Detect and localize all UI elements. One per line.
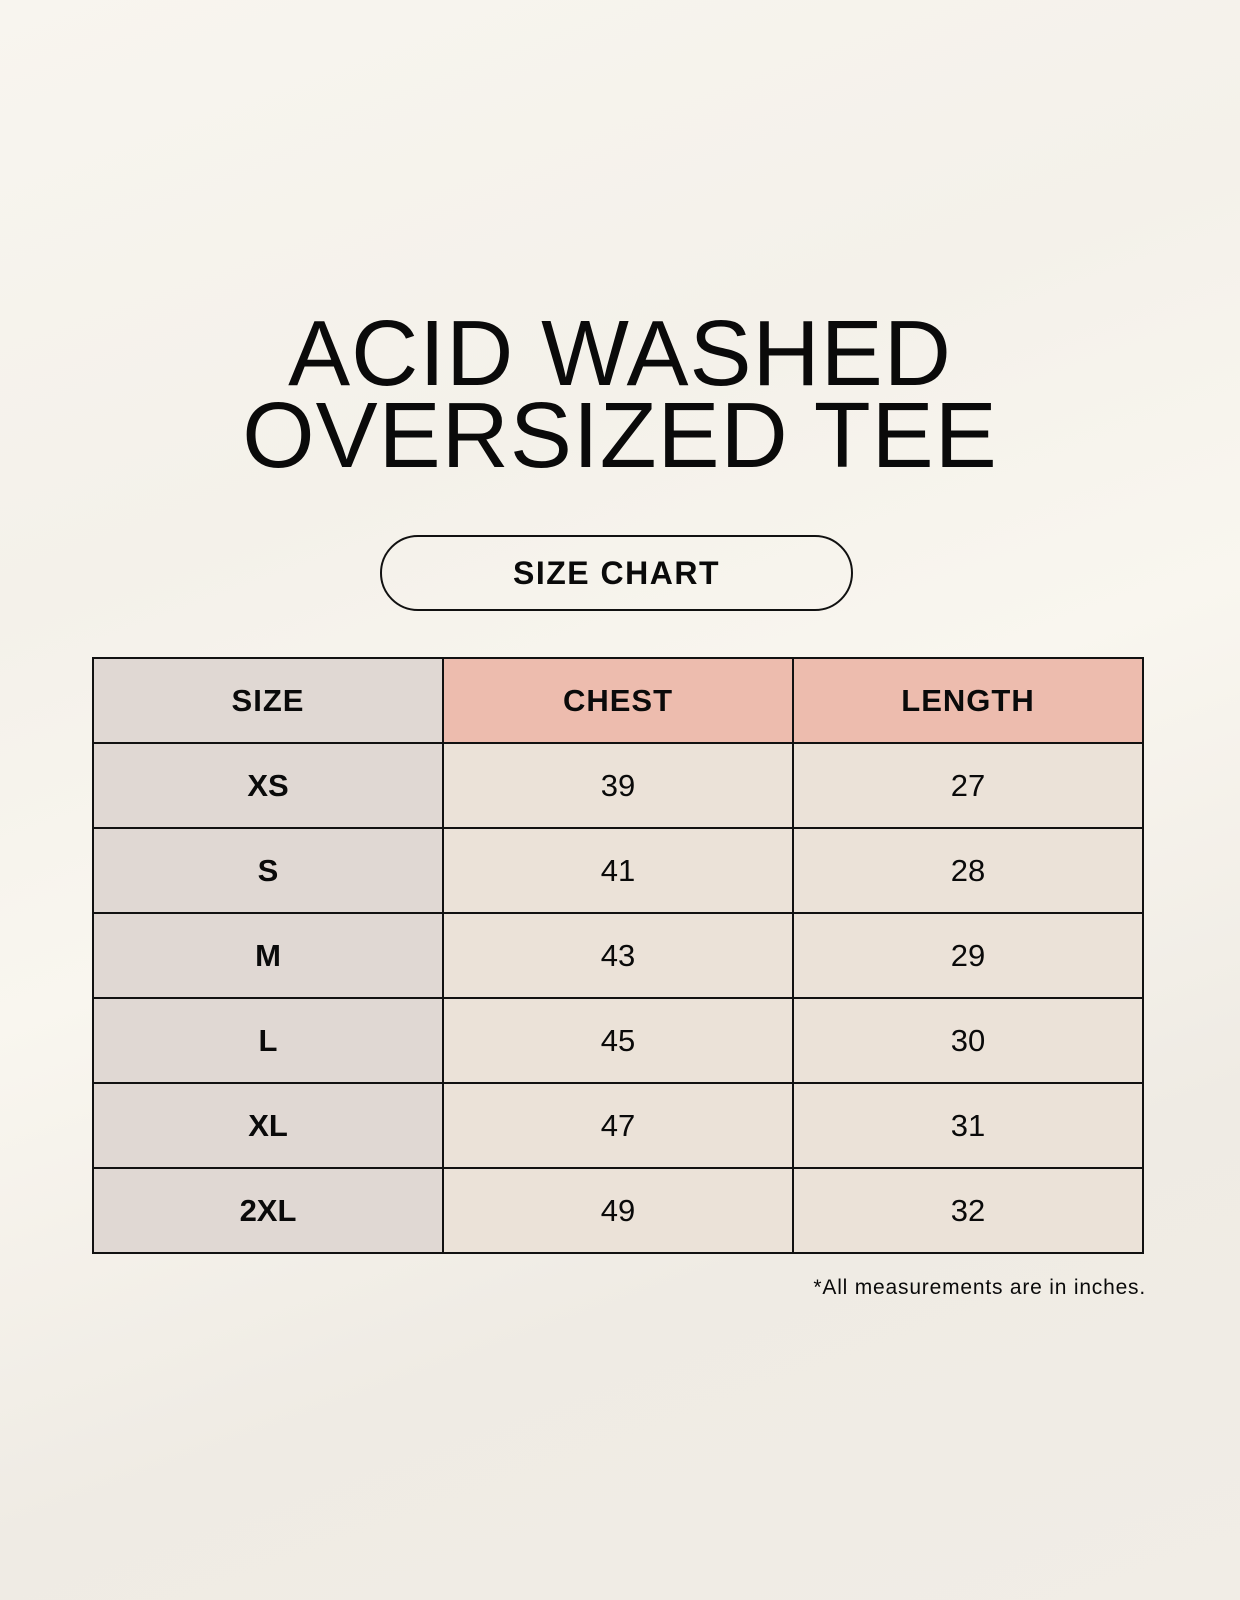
table-row: S 41 28 xyxy=(92,827,1144,914)
cell-chest: 43 xyxy=(442,912,794,999)
cell-size: XL xyxy=(92,1082,444,1169)
table-row: L 45 30 xyxy=(92,997,1144,1084)
title-line-2: OVERSIZED TEE xyxy=(242,383,998,487)
size-chart-label: SIZE CHART xyxy=(380,535,853,611)
cell-chest: 47 xyxy=(442,1082,794,1169)
table-row: M 43 29 xyxy=(92,912,1144,999)
header-chest: CHEST xyxy=(442,657,794,744)
size-table: SIZE CHEST LENGTH XS 39 27 S 41 28 M 43 29 L 45 30 X… xyxy=(92,657,1144,1254)
table-header-row: SIZE CHEST LENGTH xyxy=(92,657,1144,744)
cell-size: XS xyxy=(92,742,444,829)
table-row: XS 39 27 xyxy=(92,742,1144,829)
footnote: *All measurements are in inches. xyxy=(813,1276,1146,1299)
cell-chest: 45 xyxy=(442,997,794,1084)
cell-length: 28 xyxy=(792,827,1144,914)
table-row: XL 47 31 xyxy=(92,1082,1144,1169)
cell-length: 29 xyxy=(792,912,1144,999)
title-line-1: ACID WASHED xyxy=(288,301,952,405)
cell-size: 2XL xyxy=(92,1167,444,1254)
cell-size: M xyxy=(92,912,444,999)
table-row: 2XL 49 32 xyxy=(92,1167,1144,1254)
header-size: SIZE xyxy=(92,657,444,744)
cell-size: L xyxy=(92,997,444,1084)
header-length: LENGTH xyxy=(792,657,1144,744)
cell-chest: 39 xyxy=(442,742,794,829)
cell-length: 27 xyxy=(792,742,1144,829)
cell-length: 30 xyxy=(792,997,1144,1084)
cell-length: 32 xyxy=(792,1167,1144,1254)
cell-size: S xyxy=(92,827,444,914)
cell-length: 31 xyxy=(792,1082,1144,1169)
page-title: ACID WASHED OVERSIZED TEE xyxy=(0,307,1240,482)
cell-chest: 41 xyxy=(442,827,794,914)
cell-chest: 49 xyxy=(442,1167,794,1254)
